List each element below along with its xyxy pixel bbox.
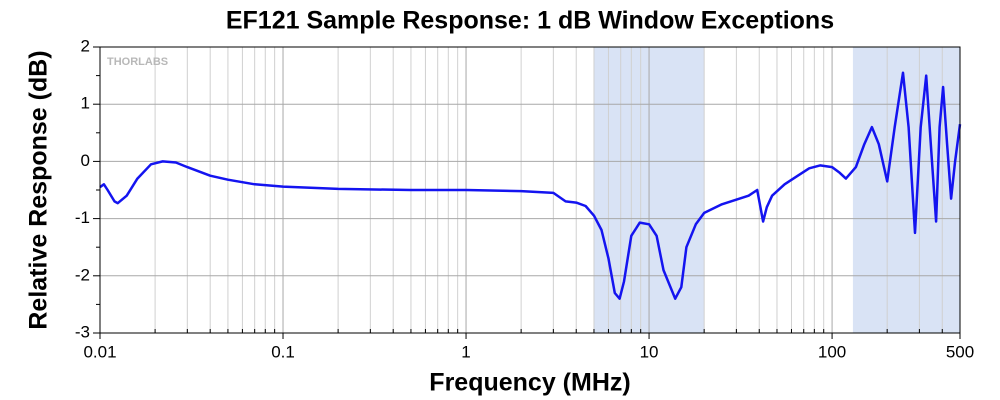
y-tick-label: 0 [81, 151, 90, 170]
x-tick-label: 0.01 [83, 342, 116, 361]
x-tick-label: 0.1 [271, 342, 295, 361]
x-tick-label: 10 [640, 342, 659, 361]
chart-title: EF121 Sample Response: 1 dB Window Excep… [226, 7, 834, 35]
x-tick-label: 100 [818, 342, 846, 361]
y-tick-label: 2 [81, 36, 90, 55]
x-axis-label: Frequency (MHz) [429, 369, 630, 397]
y-tick-label: -3 [75, 322, 90, 341]
x-tick-label: 500 [946, 342, 974, 361]
line [99, 71, 962, 300]
y-tick-label: 1 [81, 94, 90, 113]
y-axis-label: Relative Response (dB) [25, 50, 53, 329]
plot-frame [99, 46, 961, 334]
x-tick-label: 1 [461, 342, 470, 361]
y-tick-label: -2 [75, 265, 90, 284]
watermark: THORLABS [107, 56, 168, 68]
y-tick-label: -1 [75, 208, 90, 227]
